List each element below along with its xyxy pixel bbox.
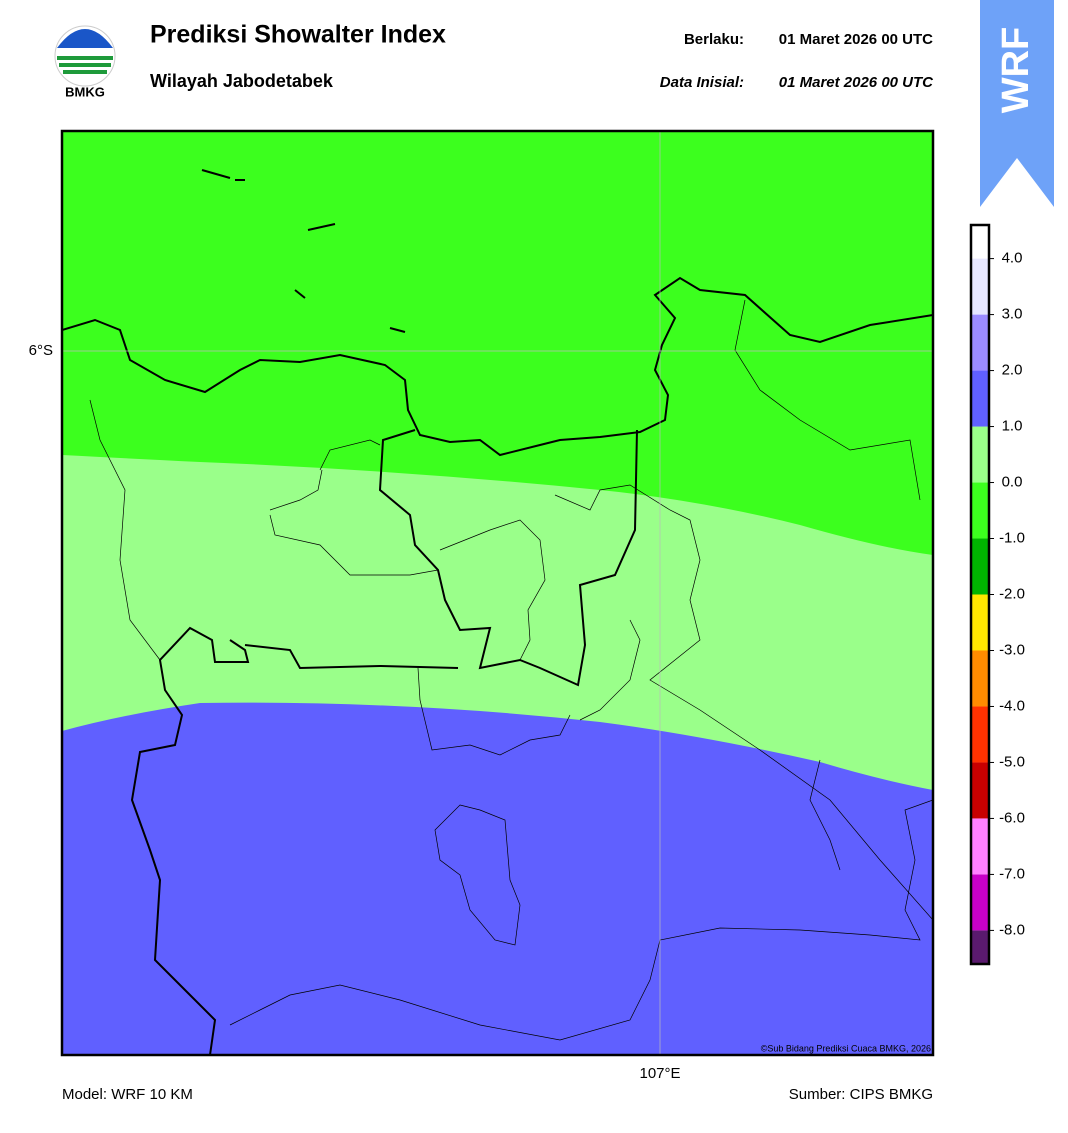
colorbar-segment: [971, 650, 989, 707]
colorbar-segment: [971, 930, 989, 964]
init-time: 01 Maret 2026 00 UTC: [779, 74, 934, 91]
colorbar: -8.0 -7.0 -6.0 -5.0 -4.0 -3.0 -2.0 -1.0 0.0 1.0 2.…: [969, 223, 1025, 966]
credit: ©Sub Bidang Prediksi Cuaca BMKG, 2026: [761, 1043, 931, 1053]
colorbar-tick-label: -8.0: [999, 921, 1025, 938]
colorbar-segment: [971, 762, 989, 819]
valid-time: 01 Maret 2026 00 UTC: [779, 31, 933, 48]
zone-green: [62, 131, 933, 555]
colorbar-tick-label: -2.0: [999, 585, 1025, 602]
colorbar-tick-label: -3.0: [999, 641, 1025, 658]
colorbar-tick-label: -7.0: [999, 865, 1025, 882]
colorbar-segment: [971, 818, 989, 875]
boundaries: [89, 299, 933, 1041]
colorbar-segment: [971, 426, 989, 483]
colorbar-segment: [971, 706, 989, 763]
colorbar-tick-label: 4.0: [1002, 250, 1023, 267]
colorbar-segment: [971, 482, 989, 539]
colorbar-tick-label: -6.0: [999, 809, 1025, 826]
colorbar-segment: [971, 874, 989, 931]
colorbar-tick-label: -1.0: [999, 529, 1025, 546]
subtitle: Wilayah Jabodetabek: [150, 71, 334, 91]
colorbar-segment: [971, 314, 989, 371]
lat-label: 6°S: [29, 342, 53, 359]
colorbar-segment: [971, 594, 989, 651]
logo-text: BMKG: [65, 84, 105, 99]
badge: [980, 0, 1054, 207]
map-frame: [60, 129, 935, 1057]
valid-label: Berlaku:: [684, 31, 744, 48]
init-label: Data Inisial:: [660, 74, 744, 91]
map: 6°S 107°E ©Sub Bidang Prediksi Cuaca BMK…: [29, 129, 935, 1082]
colorbar-tick-label: 3.0: [1002, 306, 1023, 323]
source: Sumber: CIPS BMKG: [789, 1086, 933, 1103]
colorbar-tick-label: -5.0: [999, 753, 1025, 770]
badge-text: WRF: [995, 27, 1037, 114]
colorbar-segment: [971, 258, 989, 315]
title: Prediksi Showalter Index: [150, 21, 446, 49]
colorbar-tick-label: -4.0: [999, 697, 1025, 714]
coastline: [62, 169, 933, 1055]
lon-label: 107°E: [639, 1065, 680, 1082]
logo: BMKG: [54, 25, 116, 99]
colorbar-segment: [971, 225, 989, 259]
colorbar-tick-label: 0.0: [1002, 473, 1023, 490]
colorbar-tick-label: 2.0: [1002, 362, 1023, 379]
model: Model: WRF 10 KM: [62, 1086, 193, 1103]
colorbar-segment: [971, 538, 989, 595]
colorbar-tick-label: 1.0: [1002, 418, 1023, 435]
colorbar-segment: [971, 370, 989, 427]
